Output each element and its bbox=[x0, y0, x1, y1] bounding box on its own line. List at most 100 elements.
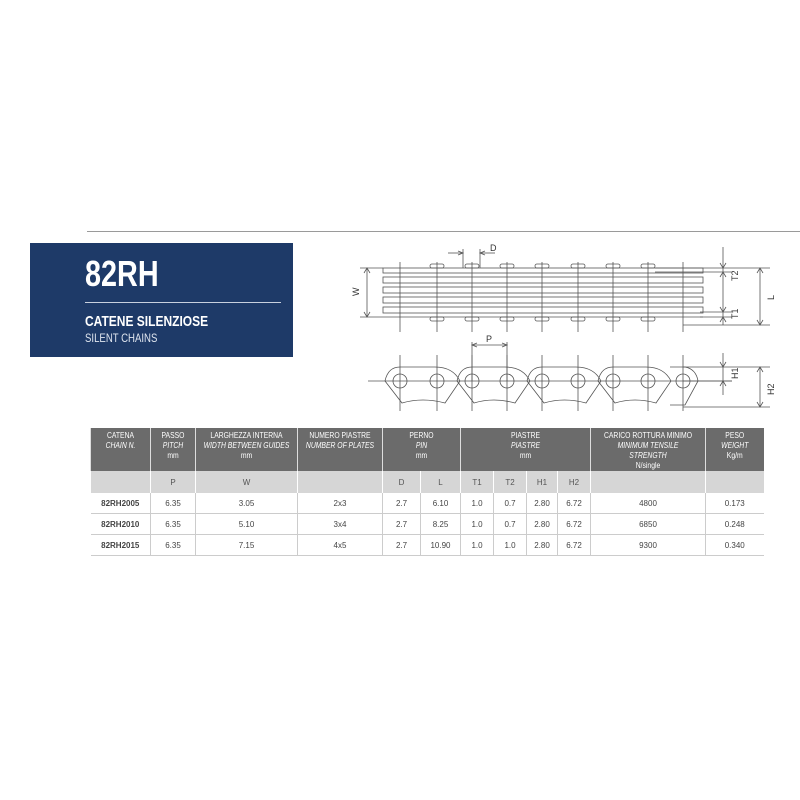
label-l: L bbox=[766, 295, 776, 300]
series-code: 82RH bbox=[85, 253, 159, 294]
table-cell: 2.80 bbox=[526, 534, 558, 556]
label-h1: H1 bbox=[730, 367, 740, 379]
label-w: W bbox=[351, 287, 361, 296]
header-en: PIASTRE bbox=[510, 441, 541, 450]
column-subheader bbox=[590, 471, 706, 493]
table-cell: 0.7 bbox=[493, 493, 527, 514]
column-header: LARGHEZZA INTERNA WIDTH BETWEEN GUIDES mm bbox=[195, 428, 298, 471]
series-banner: 82RH CATENE SILENZIOSE SILENT CHAINS bbox=[30, 243, 293, 357]
table-cell: 5.10 bbox=[195, 513, 298, 535]
header-en: PIN bbox=[415, 441, 428, 450]
header-unit: mm bbox=[519, 451, 532, 460]
pin-head bbox=[499, 263, 515, 269]
pin-head bbox=[464, 316, 480, 322]
table-cell: 6.10 bbox=[420, 493, 461, 514]
plate-strip bbox=[382, 276, 704, 284]
column-header: CATENA CHAIN N. bbox=[90, 428, 151, 471]
series-title-it: CATENE SILENZIOSE bbox=[85, 313, 209, 330]
chain-link bbox=[384, 366, 461, 404]
table-cell: 6850 bbox=[590, 513, 706, 535]
pin-head bbox=[640, 316, 656, 322]
header-en: NUMBER OF PLATES bbox=[305, 441, 375, 450]
table-cell: 4x5 bbox=[297, 534, 383, 556]
pin-head bbox=[429, 263, 445, 269]
chain-side-view bbox=[368, 355, 732, 411]
table-cell: 1.0 bbox=[460, 493, 494, 514]
table-header-row: CATENA CHAIN N. PASSO PITCH mm LARGHEZZA INTE… bbox=[90, 428, 764, 471]
pin-head bbox=[534, 263, 550, 269]
table-cell: 7.15 bbox=[195, 534, 298, 556]
header-unit: mm bbox=[167, 451, 179, 460]
column-subheader: L bbox=[420, 471, 461, 493]
header-en: PITCH bbox=[162, 441, 184, 450]
table-cell: 0.340 bbox=[705, 534, 764, 556]
column-header: NUMERO PIASTRE NUMBER OF PLATES bbox=[297, 428, 383, 471]
label-h2: H2 bbox=[766, 383, 776, 395]
column-subheader: H1 bbox=[526, 471, 558, 493]
header-it: NUMERO PIASTRE bbox=[309, 431, 371, 440]
banner-divider bbox=[85, 302, 281, 303]
header-en: WEIGHT bbox=[721, 441, 749, 450]
pin-head bbox=[534, 316, 550, 322]
header-unit: Kg/m bbox=[726, 451, 743, 460]
table-cell: 0.173 bbox=[705, 493, 764, 514]
table-cell: 2.7 bbox=[382, 534, 421, 556]
table-cell: 9300 bbox=[590, 534, 706, 556]
table-cell: 3.05 bbox=[195, 493, 298, 514]
header-it: PASSO bbox=[161, 431, 185, 440]
pin-head bbox=[570, 316, 586, 322]
table-cell: 82RH2005 bbox=[90, 493, 151, 514]
table-cell: 2.80 bbox=[526, 493, 558, 514]
table-cell: 1.0 bbox=[460, 534, 494, 556]
table-row: 82RH2015 6.35 7.15 4x5 2.7 10.90 1.0 1.0 2.80 6.7… bbox=[90, 534, 764, 556]
table-cell: 6.35 bbox=[150, 534, 196, 556]
table-cell: 3x4 bbox=[297, 513, 383, 535]
table-cell: 2x3 bbox=[297, 493, 383, 514]
table-cell: 2.7 bbox=[382, 493, 421, 514]
header-unit: mm bbox=[240, 451, 253, 460]
header-it: PERNO bbox=[409, 431, 434, 440]
table-cell: 4800 bbox=[590, 493, 706, 514]
table-cell: 6.35 bbox=[150, 493, 196, 514]
pin-head bbox=[499, 316, 515, 322]
header-it: CARICO ROTTURA MINIMO bbox=[603, 431, 693, 440]
column-subheader bbox=[90, 471, 151, 493]
table-cell: 82RH2010 bbox=[90, 513, 151, 535]
header-it: LARGHEZZA INTERNA bbox=[210, 431, 283, 440]
table-row: 82RH2010 6.35 5.10 3x4 2.7 8.25 1.0 0.7 2.80 6.72… bbox=[90, 513, 764, 535]
chain-link-end bbox=[670, 366, 699, 406]
table-cell: 0.248 bbox=[705, 513, 764, 535]
divider-line bbox=[87, 231, 800, 232]
table-cell: 6.72 bbox=[557, 534, 591, 556]
table-cell: 0.7 bbox=[493, 513, 527, 535]
table-cell: 6.72 bbox=[557, 513, 591, 535]
column-header: PESO WEIGHT Kg/m bbox=[705, 428, 764, 471]
pin-head bbox=[464, 263, 480, 269]
column-subheader: D bbox=[382, 471, 421, 493]
pin-head bbox=[605, 316, 621, 322]
specifications-table: CATENA CHAIN N. PASSO PITCH mm LARGHEZZA INTE… bbox=[90, 428, 764, 556]
table-cell: 8.25 bbox=[420, 513, 461, 535]
table-cell: 2.80 bbox=[526, 513, 558, 535]
chain-link bbox=[597, 366, 672, 404]
chain-link bbox=[456, 366, 531, 404]
header-en: WIDTH BETWEEN GUIDES bbox=[203, 441, 290, 450]
dimension-lines bbox=[360, 247, 770, 408]
table-row: 82RH2005 6.35 3.05 2x3 2.7 6.10 1.0 0.7 2.80 6.72… bbox=[90, 493, 764, 514]
series-title-en: SILENT CHAINS bbox=[85, 331, 158, 345]
chain-link bbox=[526, 366, 602, 404]
header-it: PESO bbox=[725, 431, 745, 440]
table-cell: 2.7 bbox=[382, 513, 421, 535]
column-subheader: H2 bbox=[557, 471, 591, 493]
pin-head bbox=[640, 263, 656, 269]
column-subheader: W bbox=[195, 471, 298, 493]
column-header: CARICO ROTTURA MINIMO MINIMUM TENSILE STR… bbox=[590, 428, 706, 471]
table-cell: 1.0 bbox=[493, 534, 527, 556]
header-en: CHAIN N. bbox=[105, 441, 136, 450]
header-unit: mm bbox=[415, 451, 428, 460]
column-subheader: T2 bbox=[493, 471, 527, 493]
header-it: PIASTRE bbox=[510, 431, 541, 440]
header-en: MINIMUM TENSILE STRENGTH bbox=[617, 441, 679, 460]
table-cell: 10.90 bbox=[420, 534, 461, 556]
pin-head bbox=[429, 316, 445, 322]
